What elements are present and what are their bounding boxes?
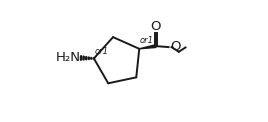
Polygon shape	[139, 45, 156, 49]
Text: O: O	[151, 20, 161, 33]
Text: O: O	[170, 40, 181, 53]
Text: or1: or1	[95, 47, 109, 56]
Text: H₂N: H₂N	[55, 51, 80, 64]
Text: or1: or1	[140, 36, 154, 45]
